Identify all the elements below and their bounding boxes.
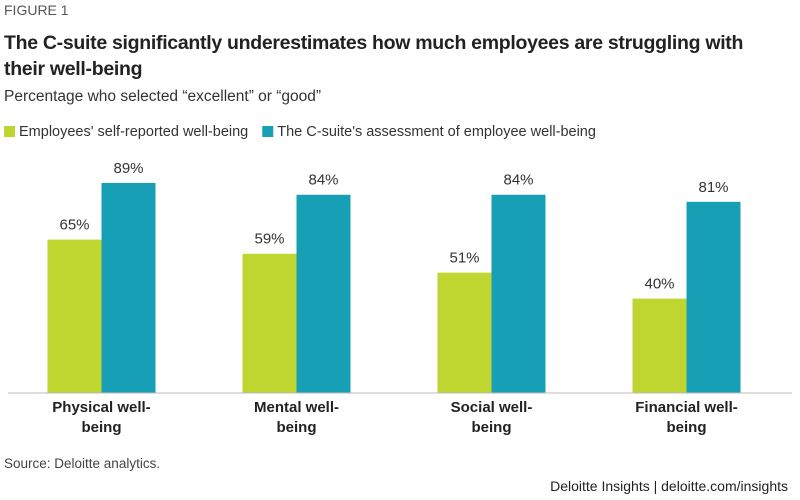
x-tick-label: Physical well-being	[52, 399, 151, 436]
bar	[437, 272, 492, 393]
bar	[296, 194, 351, 393]
x-tick-label: Mental well-being	[253, 399, 339, 436]
legend-label: The C-suite's assessment of employee wel…	[277, 124, 596, 140]
bar	[632, 298, 687, 393]
value-label: 65%	[59, 217, 89, 234]
source: Source: Deloitte analytics.	[4, 456, 161, 471]
legend-swatch	[262, 126, 274, 137]
bar	[491, 194, 546, 393]
bar	[242, 253, 297, 393]
bar	[101, 182, 156, 393]
legend-label: Employees' self-reported well-being	[19, 124, 248, 140]
value-label: 81%	[698, 179, 728, 196]
value-label: 84%	[308, 172, 338, 189]
chart-title: The C-suite significantly underestimates…	[4, 32, 744, 80]
bar	[686, 201, 741, 393]
value-label: 40%	[644, 276, 674, 293]
x-tick-label: Financial well-being	[635, 399, 738, 436]
x-tick-label: Social well-being	[450, 399, 533, 436]
credit: Deloitte Insights | deloitte.com/insight…	[550, 478, 788, 494]
chart-subtitle: Percentage who selected “excellent” or “…	[4, 88, 322, 105]
value-label: 89%	[113, 160, 143, 177]
value-label: 59%	[254, 231, 284, 248]
value-label: 84%	[503, 172, 533, 189]
bar	[47, 239, 102, 393]
figure-label: FIGURE 1	[4, 2, 69, 18]
legend-swatch	[4, 126, 15, 137]
value-label: 51%	[449, 250, 479, 267]
